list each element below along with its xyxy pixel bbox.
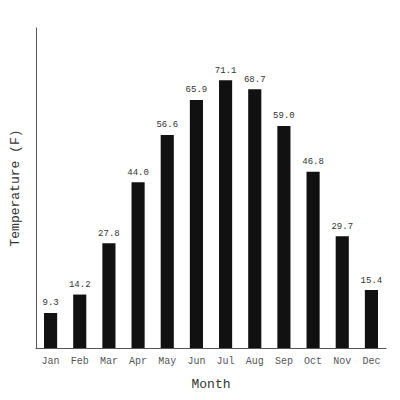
svg-text:Jan: Jan: [42, 356, 60, 367]
svg-text:29.7: 29.7: [331, 222, 353, 232]
svg-text:59.0: 59.0: [273, 111, 295, 121]
svg-text:14.2: 14.2: [69, 280, 91, 290]
svg-text:44.0: 44.0: [127, 168, 149, 178]
svg-text:27.8: 27.8: [98, 229, 120, 239]
svg-text:May: May: [158, 356, 176, 367]
svg-text:Sep: Sep: [275, 356, 293, 367]
svg-text:Oct: Oct: [304, 356, 322, 367]
svg-text:Temperature (F): Temperature (F): [8, 129, 23, 246]
svg-text:Aug: Aug: [246, 356, 264, 367]
svg-text:46.8: 46.8: [302, 157, 324, 167]
svg-text:56.6: 56.6: [156, 120, 178, 130]
svg-text:9.3: 9.3: [42, 298, 58, 308]
svg-text:Dec: Dec: [362, 356, 380, 367]
svg-text:Nov: Nov: [333, 356, 351, 367]
svg-text:Month: Month: [191, 377, 230, 392]
svg-text:Apr: Apr: [129, 356, 147, 367]
svg-text:71.1: 71.1: [215, 66, 237, 76]
svg-text:Feb: Feb: [71, 356, 89, 367]
svg-text:68.7: 68.7: [244, 75, 266, 85]
svg-text:Jul: Jul: [217, 356, 235, 367]
svg-text:Mar: Mar: [100, 356, 118, 367]
svg-text:65.9: 65.9: [186, 85, 208, 95]
svg-text:Jun: Jun: [187, 356, 205, 367]
svg-text:15.4: 15.4: [361, 276, 383, 286]
